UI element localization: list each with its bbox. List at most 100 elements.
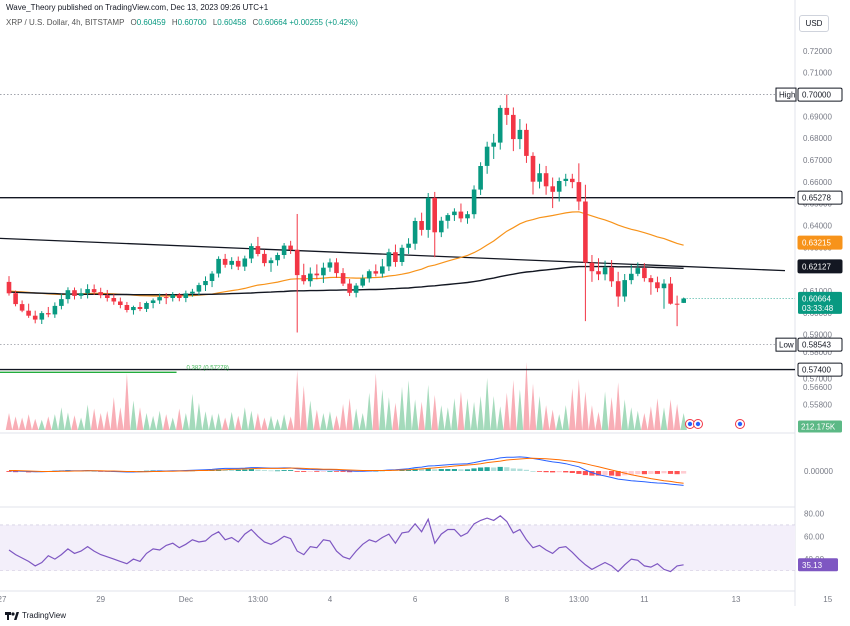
level-price-tag-text: 0.70000 bbox=[802, 91, 831, 100]
macd-histogram-bar bbox=[425, 468, 431, 471]
macd-histogram-bar bbox=[268, 470, 274, 472]
event-flag-icon[interactable] bbox=[735, 419, 745, 429]
candle-body bbox=[511, 114, 516, 140]
price-tick-label: 0.61000 bbox=[803, 287, 832, 296]
event-flag-icon[interactable] bbox=[685, 419, 695, 429]
volume-bar bbox=[667, 399, 674, 430]
volume-bar bbox=[97, 413, 104, 430]
volume-bar bbox=[660, 407, 668, 430]
volume-bar bbox=[647, 406, 655, 430]
volume-bar bbox=[307, 400, 314, 430]
volume-bar bbox=[293, 370, 301, 430]
volume-bar bbox=[195, 402, 203, 430]
macd-histogram-bar bbox=[13, 471, 19, 473]
volume-bar bbox=[248, 410, 255, 430]
candle-body bbox=[642, 268, 647, 279]
volume-bar bbox=[654, 398, 661, 430]
candle-body bbox=[196, 285, 202, 292]
candle-body bbox=[105, 295, 110, 298]
macd-histogram-bar bbox=[517, 468, 523, 471]
candle-body bbox=[425, 197, 431, 230]
candle-body bbox=[19, 304, 25, 311]
volume-bar bbox=[536, 396, 543, 430]
volume-bar bbox=[673, 403, 681, 430]
volume-tag: 212.175K bbox=[798, 420, 842, 433]
volume-bar bbox=[287, 416, 294, 430]
currency-button[interactable]: USD bbox=[799, 15, 829, 32]
time-tick-label: 15 bbox=[823, 595, 832, 604]
price-tick-label: 0.58000 bbox=[803, 348, 832, 357]
candle-body bbox=[347, 283, 352, 293]
candle-body bbox=[517, 129, 523, 140]
candle-body bbox=[452, 211, 457, 216]
candle-body bbox=[190, 291, 195, 294]
candle-body bbox=[118, 301, 123, 305]
candle-body bbox=[301, 275, 306, 282]
volume-bar bbox=[90, 408, 98, 430]
time-tick-label: 13 bbox=[732, 595, 741, 604]
tradingview-logo-icon bbox=[5, 611, 19, 620]
candle-body bbox=[59, 299, 64, 306]
ema200-line bbox=[8, 265, 684, 296]
event-icons[interactable] bbox=[685, 419, 745, 429]
macd-histogram-bar bbox=[510, 468, 516, 471]
volume-bar bbox=[405, 380, 412, 430]
macd-histogram-bar bbox=[405, 469, 412, 471]
macd-pane: 0.00000 bbox=[6, 456, 833, 486]
macd-histogram-bar bbox=[550, 471, 556, 473]
candle-body bbox=[26, 310, 31, 316]
volume-bar bbox=[326, 411, 334, 430]
volume-bar bbox=[12, 416, 19, 430]
volume-bar bbox=[634, 410, 642, 430]
volume-bar bbox=[18, 417, 26, 430]
candle-body bbox=[91, 289, 97, 293]
macd-histogram-bar bbox=[451, 469, 457, 471]
macd-zero-label: 0.00000 bbox=[804, 467, 833, 476]
tradingview-logo[interactable]: TradingView bbox=[5, 611, 66, 620]
price-tick-label: 0.64000 bbox=[803, 222, 832, 231]
ema200-price-tag-bg bbox=[797, 259, 843, 274]
level-price-tag-bg bbox=[797, 87, 843, 102]
macd-histogram-bar bbox=[458, 469, 464, 471]
volume-bar bbox=[346, 398, 353, 430]
macd-histogram-bar bbox=[530, 471, 536, 472]
macd-histogram-bar bbox=[543, 471, 549, 473]
candle-body bbox=[609, 267, 614, 282]
candle-body bbox=[471, 189, 477, 215]
level-side-tag-bg bbox=[775, 87, 797, 102]
event-flag-icon[interactable] bbox=[693, 419, 703, 429]
rsi-band bbox=[0, 524, 795, 571]
open-value: 0.60459 bbox=[136, 18, 166, 27]
horizontal-levels: 0.382 (0.57278) bbox=[0, 94, 795, 373]
candle-body bbox=[65, 290, 71, 300]
macd-histogram-bar bbox=[635, 471, 641, 475]
level-price-tag: 0.58543 bbox=[797, 337, 843, 352]
candle-body bbox=[661, 283, 667, 289]
candle-body bbox=[163, 297, 169, 299]
volume-bar bbox=[169, 417, 177, 430]
candle-body bbox=[380, 266, 385, 274]
ema50-line bbox=[8, 211, 684, 297]
candle-body bbox=[281, 245, 287, 255]
volume-bar bbox=[451, 398, 458, 430]
volume-bar bbox=[84, 404, 91, 430]
volume-bar bbox=[103, 410, 111, 430]
volume-bar bbox=[38, 419, 46, 430]
volume-bar bbox=[641, 413, 648, 430]
candle-body bbox=[550, 186, 555, 192]
volume-bar bbox=[398, 386, 406, 430]
candle-body bbox=[386, 252, 392, 267]
candle-body bbox=[543, 173, 549, 187]
candle-body bbox=[321, 267, 326, 276]
macd-histogram-bar bbox=[261, 470, 267, 471]
volume-bar bbox=[372, 373, 380, 430]
macd-histogram-bar bbox=[432, 469, 438, 471]
volume-bar bbox=[562, 405, 570, 430]
macd-histogram-bar bbox=[242, 469, 248, 471]
candle-body bbox=[497, 107, 503, 143]
candle-body bbox=[275, 255, 280, 261]
candle-body bbox=[170, 294, 175, 298]
rsi-value-tag: 35.13 bbox=[798, 558, 838, 572]
volume-bar bbox=[31, 418, 39, 430]
